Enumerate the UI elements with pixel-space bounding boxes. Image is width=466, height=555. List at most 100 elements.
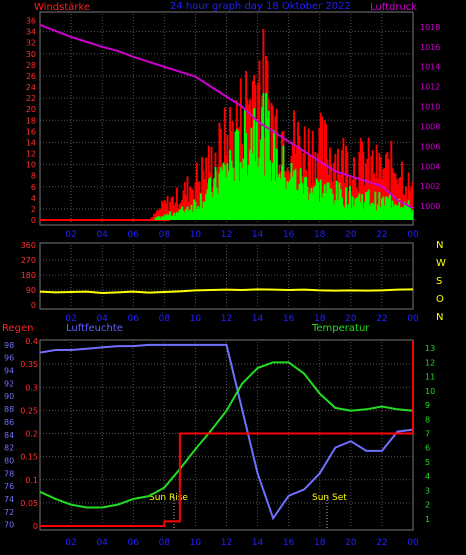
wind-average-bar	[298, 183, 301, 220]
wind-average-bar	[267, 110, 270, 220]
wind-gust-bar	[270, 102, 273, 220]
wind-average-bar	[167, 215, 170, 220]
humidity-ticks: 70 72 74 76 78 80 82 84 86 88 90 92 94 96 98	[4, 341, 14, 530]
wind-average-bar	[155, 217, 158, 220]
direction-grid	[40, 245, 413, 308]
x-tick-label: 10	[190, 538, 202, 548]
wind-average-bar	[330, 188, 333, 220]
wind-gust-bar	[210, 146, 213, 220]
wind-gust-bar	[382, 168, 385, 220]
humidity-tick: 98	[4, 341, 14, 350]
wind-gust-bar	[297, 121, 300, 220]
wind-gust-bar	[150, 217, 153, 220]
wind-average-bar	[399, 207, 402, 220]
wind-average-bar	[367, 189, 370, 220]
wind-gust-bar	[401, 161, 403, 220]
windstaerke-tick: 6	[31, 183, 36, 192]
windstaerke-tick: 14	[26, 138, 36, 147]
wind-average-bar	[233, 181, 236, 220]
humidity-tick: 92	[4, 379, 14, 388]
luftdruck-ticks: 1000 1002 1004 1006 1008 1010 1012 1014 1016 1018	[420, 23, 440, 211]
bottom-x-ticks: 02 04 06 08 10 12 14 16 18 20 22 00	[65, 538, 419, 548]
wind-average-bar	[353, 206, 355, 220]
wind-average-bar	[259, 139, 262, 220]
wind-average-bar	[181, 206, 184, 220]
wind-average-bar	[309, 193, 312, 220]
wind-average-bar	[215, 187, 218, 220]
wind-average-bar	[223, 165, 226, 220]
x-tick-label: 08	[159, 230, 171, 240]
wind-average-bar	[299, 168, 302, 220]
wind-gust-bar	[258, 60, 261, 220]
wind-average-bar	[383, 205, 386, 220]
wind-gust-bar	[295, 146, 298, 220]
wind-gust-bar	[202, 170, 205, 220]
wind-gust-bar	[186, 176, 189, 220]
regen-tick: 0.4	[25, 337, 38, 346]
wind-average-bar	[251, 153, 254, 220]
wind-average-bar	[206, 189, 209, 220]
wind-gust-bar	[334, 153, 337, 220]
wind-average-bar	[326, 182, 329, 220]
wind-gust-bar	[373, 173, 375, 220]
wind-gust-bar	[377, 178, 379, 220]
luftdruck-tick: 1016	[420, 43, 440, 52]
wind-average-bar	[178, 210, 181, 220]
wind-average-bar	[237, 130, 240, 220]
wind-gust-bar	[369, 180, 371, 220]
wind-average-bar	[246, 175, 249, 220]
wind-gust-bar	[407, 172, 410, 220]
wind-average-bar	[283, 177, 286, 220]
wind-average-bar	[282, 145, 285, 220]
wind-average-bar	[247, 164, 250, 220]
top-title: 24 hour graph day 18 Oktober 2022	[170, 1, 351, 12]
compass-label: O	[436, 294, 444, 305]
wind-average-bar	[201, 208, 204, 220]
wind-average-bar	[382, 196, 385, 220]
bottom-frame	[39, 339, 414, 531]
wind-average-bar	[271, 162, 274, 220]
wind-gust-bar	[322, 163, 325, 220]
wind-average-bar	[343, 207, 346, 220]
wind-average-bar	[349, 186, 351, 220]
wind-average-bar	[373, 204, 375, 220]
luftdruck-tick: 1008	[420, 122, 440, 131]
x-tick-label: 22	[376, 314, 387, 324]
wind-average-bar	[161, 216, 164, 220]
x-tick-label: 14	[252, 314, 264, 324]
wind-average-bar	[411, 209, 414, 220]
temperature-tick: 5	[425, 458, 430, 467]
wind-average-bar	[270, 180, 273, 220]
x-tick-label: 06	[128, 538, 140, 548]
temperature-tick: 9	[425, 401, 430, 410]
x-tick-label: 22	[376, 230, 387, 240]
windstaerke-tick: 22	[26, 94, 36, 103]
regen-tick: 0.3	[25, 383, 38, 392]
compass-label: W	[436, 258, 446, 269]
windstaerke-label: Windstärke	[34, 2, 90, 13]
luftdruck-tick: 1004	[420, 162, 440, 171]
luftfeuchte-line	[39, 343, 414, 521]
x-tick-label: 20	[345, 538, 357, 548]
wind-gust-bar	[201, 157, 204, 220]
wind-average-bar	[403, 201, 406, 220]
x-tick-label: 12	[221, 314, 232, 324]
wind-average-bar	[278, 173, 281, 220]
temperature-tick: 2	[425, 501, 430, 510]
wind-gust-bar	[329, 147, 332, 220]
luftdruck-tick: 1000	[420, 202, 440, 211]
wind-gust-bar	[155, 210, 158, 220]
wind-average-bar	[371, 202, 374, 220]
wind-average-bar	[202, 201, 205, 220]
wind-average-bar	[391, 200, 394, 220]
wind-gust-bar	[182, 190, 185, 220]
wind-average-bar	[302, 193, 305, 220]
windstaerke-tick: 26	[26, 72, 36, 81]
wind-gust-bar	[410, 186, 413, 220]
wind-average-bar	[374, 191, 377, 220]
wind-average-bar	[265, 93, 268, 220]
wind-gust-bar	[323, 120, 326, 220]
wind-average-bar	[281, 165, 284, 220]
x-tick-label: 16	[283, 538, 295, 548]
